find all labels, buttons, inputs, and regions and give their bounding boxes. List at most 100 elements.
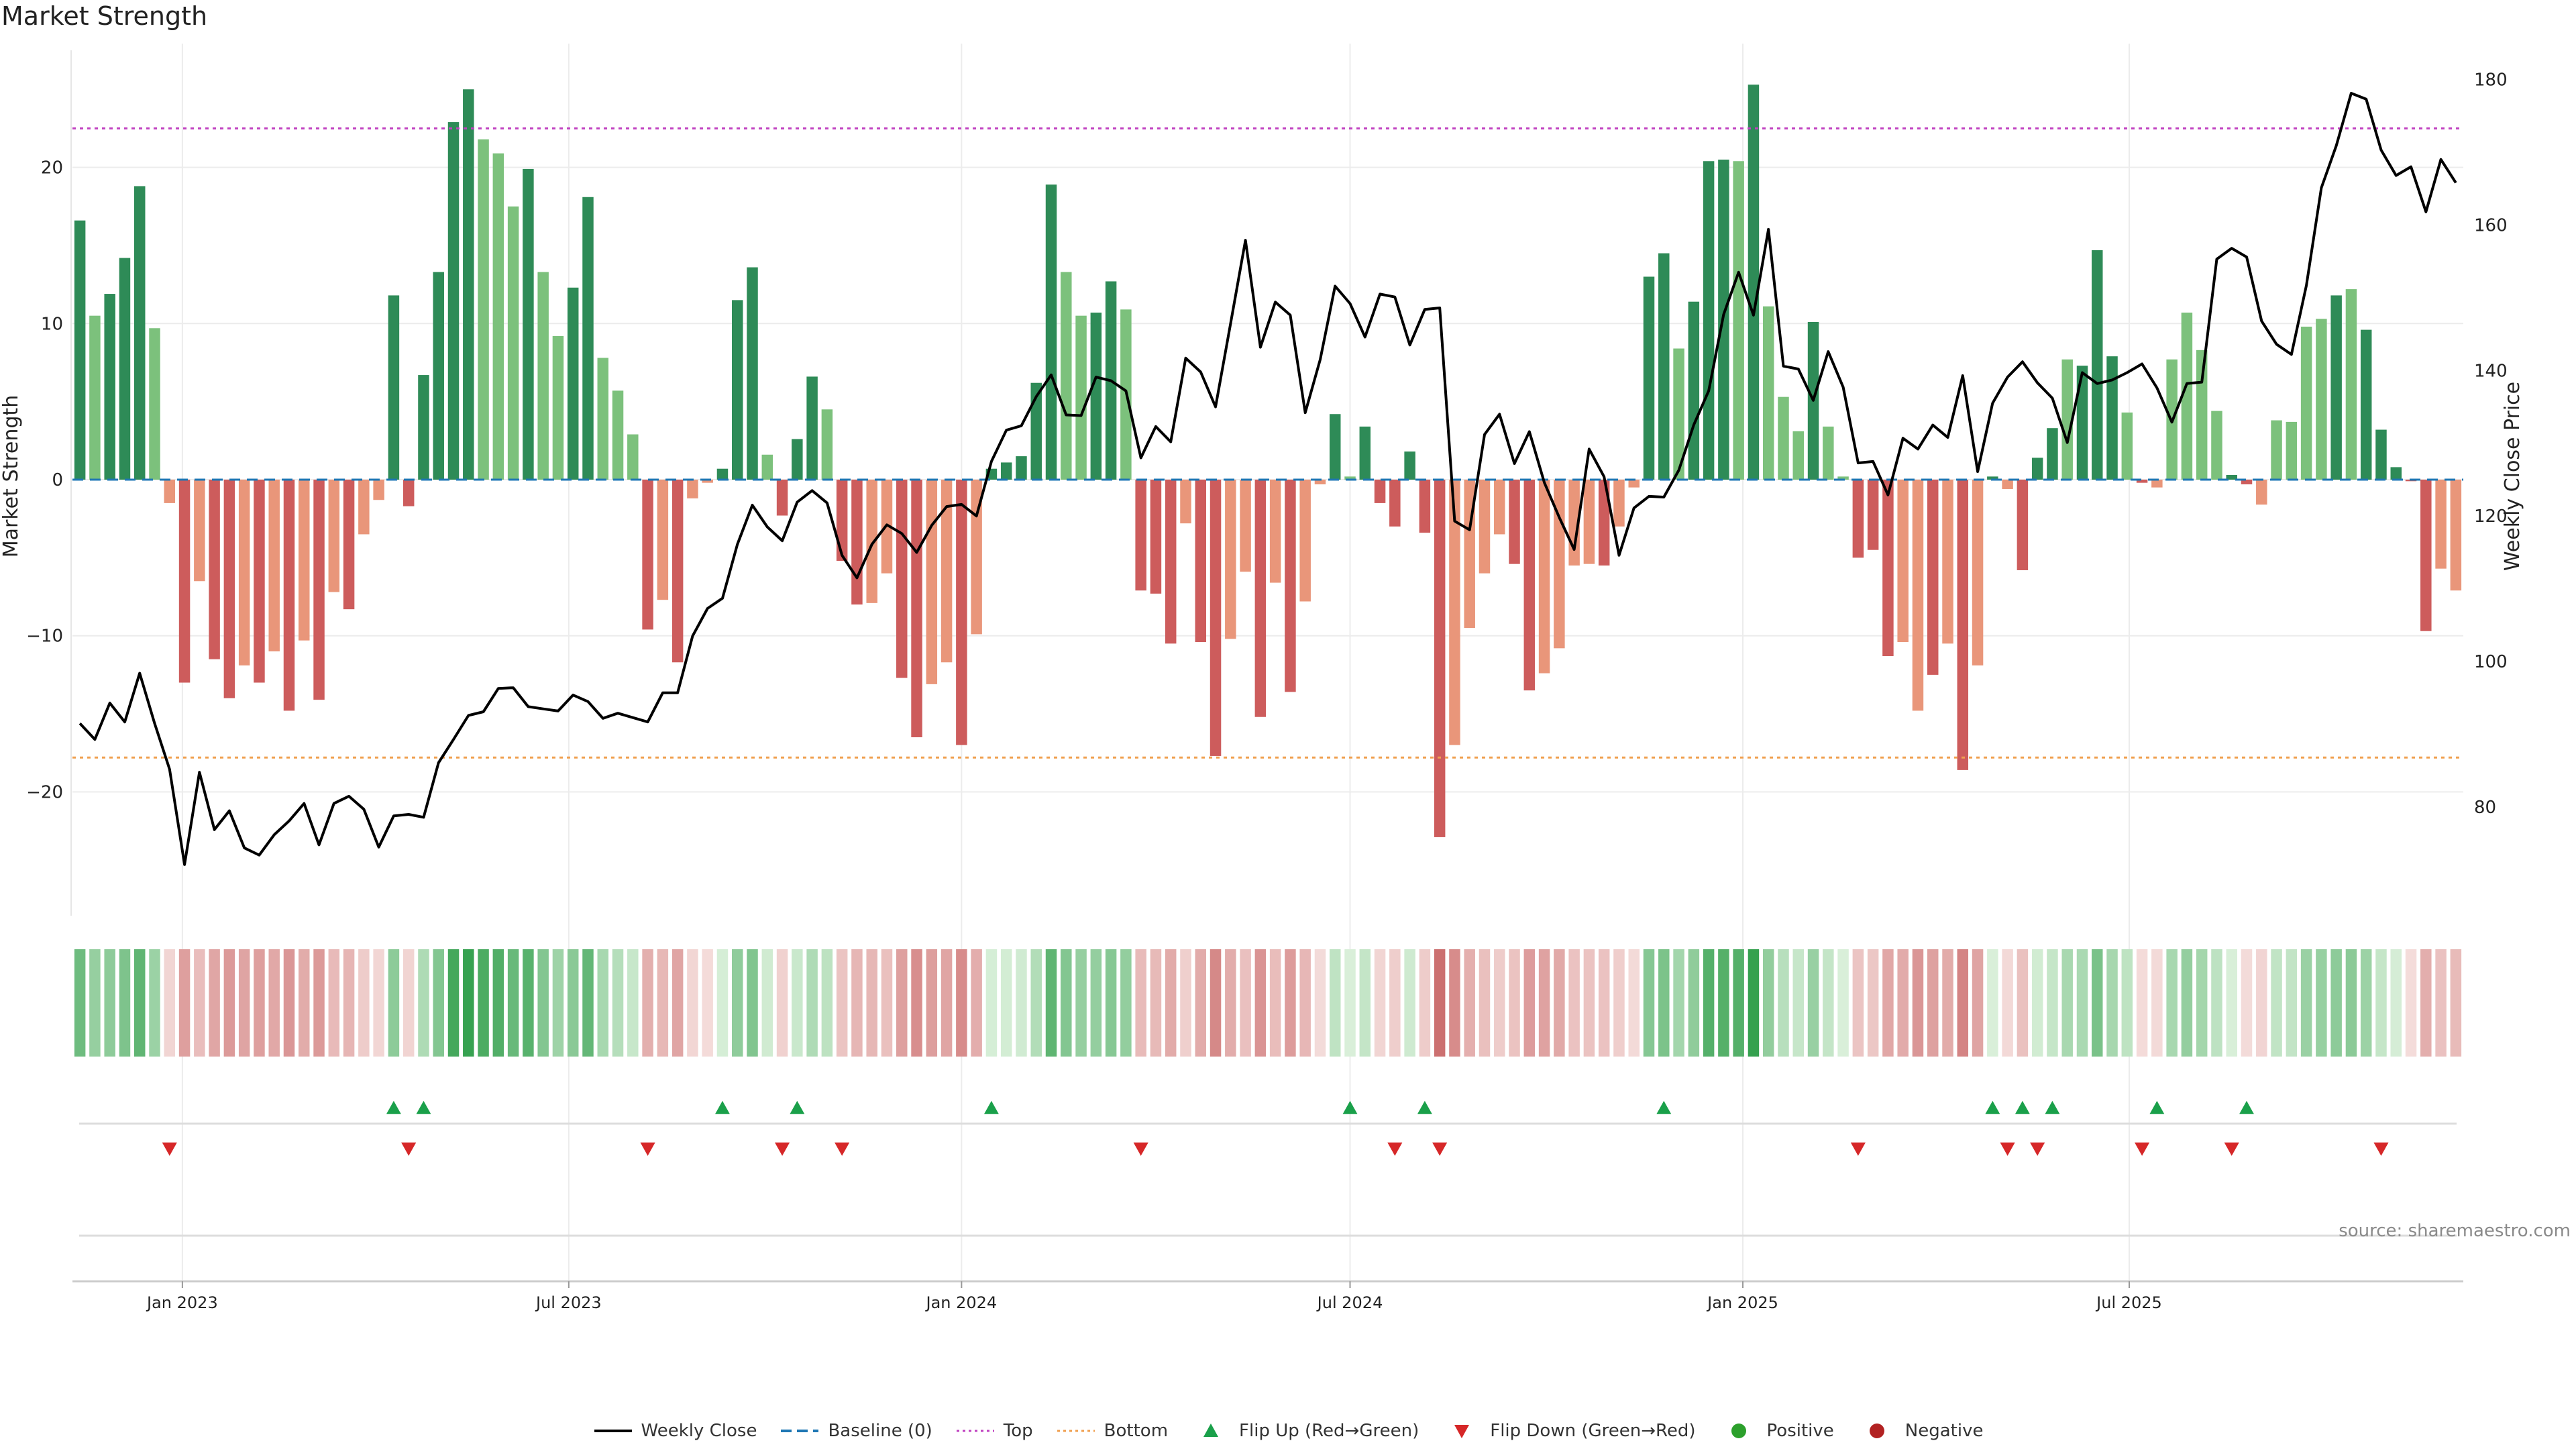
strength-bar bbox=[1748, 85, 1760, 480]
heat-cell bbox=[104, 949, 115, 1057]
heat-cell bbox=[1852, 949, 1864, 1057]
strength-bar bbox=[866, 480, 877, 603]
legend-marker bbox=[594, 1430, 632, 1432]
heat-cell bbox=[2390, 949, 2402, 1057]
heat-cell bbox=[1538, 949, 1550, 1057]
heat-cell bbox=[806, 949, 818, 1057]
strength-bar bbox=[328, 480, 340, 592]
y-left-tick-label: −20 bbox=[26, 782, 63, 802]
legend-label: Negative bbox=[1904, 1421, 1984, 1441]
strength-bar bbox=[1045, 184, 1057, 480]
strength-bar bbox=[1523, 480, 1536, 691]
strength-bar bbox=[627, 434, 639, 480]
strength-bar bbox=[1240, 480, 1251, 572]
strength-bars bbox=[74, 85, 2462, 837]
heat-cell bbox=[941, 949, 953, 1057]
heat-cell bbox=[1613, 949, 1625, 1057]
heat-cell bbox=[1867, 949, 1879, 1057]
heat-cell bbox=[1195, 949, 1207, 1057]
heat-cell bbox=[2092, 949, 2103, 1057]
strength-bar bbox=[463, 89, 474, 480]
heat-cell bbox=[2121, 949, 2133, 1057]
heat-cell bbox=[283, 949, 295, 1057]
heat-cell bbox=[492, 949, 504, 1057]
heat-cell bbox=[657, 949, 669, 1057]
flip-down-marker bbox=[2030, 1142, 2045, 1156]
legend-circle bbox=[1869, 1424, 1884, 1438]
heat-cell bbox=[1254, 949, 1267, 1057]
strength-bar bbox=[74, 220, 86, 480]
strength-bar bbox=[971, 480, 982, 635]
strength-bar bbox=[2151, 480, 2163, 488]
strength-bar bbox=[2121, 412, 2133, 480]
heat-cell bbox=[702, 949, 713, 1057]
heat-cell bbox=[194, 949, 205, 1057]
heat-cell bbox=[866, 949, 877, 1057]
strength-bar bbox=[1479, 480, 1491, 574]
strength-bar bbox=[1852, 480, 1864, 558]
heat-cell bbox=[2405, 949, 2417, 1057]
legend-label: Weekly Close bbox=[641, 1421, 757, 1441]
heat-cell bbox=[1583, 949, 1595, 1057]
strength-bar bbox=[747, 267, 758, 480]
x-tick-label: Jan 2025 bbox=[1706, 1293, 1778, 1312]
heat-cell bbox=[523, 949, 534, 1057]
strength-bar bbox=[2435, 480, 2447, 569]
strength-bar bbox=[1225, 480, 1236, 639]
strength-bar bbox=[2211, 411, 2222, 480]
x-tick-label: Jul 2024 bbox=[1316, 1293, 1383, 1312]
legend-item: Weekly Close bbox=[593, 1421, 757, 1441]
strength-bar bbox=[2002, 480, 2013, 489]
strength-bar bbox=[2031, 458, 2043, 480]
heat-cell bbox=[313, 949, 325, 1057]
strength-bar bbox=[552, 335, 564, 480]
legend-triangle-up bbox=[1203, 1424, 1219, 1437]
heat-cell bbox=[747, 949, 758, 1057]
strength-bar bbox=[268, 480, 280, 651]
heat-cell bbox=[1523, 949, 1536, 1057]
heat-cell bbox=[1359, 949, 1371, 1057]
heat-cell bbox=[612, 949, 624, 1057]
strength-bar bbox=[89, 315, 101, 480]
heat-cell bbox=[2002, 949, 2013, 1057]
strength-bar bbox=[238, 480, 250, 665]
strength-bar bbox=[2316, 319, 2327, 480]
strength-bar bbox=[164, 480, 176, 503]
strength-bar bbox=[1628, 480, 1640, 488]
heat-cell bbox=[1823, 949, 1834, 1057]
strength-bar bbox=[223, 480, 235, 698]
heat-cell bbox=[1016, 949, 1027, 1057]
flip-up-marker bbox=[1985, 1101, 2000, 1114]
heat-cell bbox=[1434, 949, 1446, 1057]
strength-bar bbox=[1837, 476, 1849, 480]
heat-cell bbox=[1598, 949, 1610, 1057]
legend-item: Baseline (0) bbox=[780, 1421, 932, 1441]
strength-bar bbox=[149, 328, 160, 480]
strength-bar bbox=[433, 272, 444, 480]
heat-cell bbox=[1643, 949, 1655, 1057]
strength-bar bbox=[343, 480, 355, 610]
strength-bar bbox=[2136, 480, 2148, 483]
strength-bar bbox=[1912, 480, 1924, 711]
heat-cell bbox=[2375, 949, 2387, 1057]
legend-marker bbox=[1454, 1425, 1470, 1438]
heat-cell bbox=[731, 949, 743, 1057]
strength-bar bbox=[1972, 480, 1984, 665]
strength-bar bbox=[1703, 161, 1715, 480]
strength-bar bbox=[388, 295, 400, 480]
heat-cell bbox=[1269, 949, 1281, 1057]
heat-cell bbox=[1568, 949, 1580, 1057]
strength-bar bbox=[1299, 480, 1311, 602]
heat-cell bbox=[2256, 949, 2267, 1057]
strength-bar bbox=[1987, 476, 1998, 480]
strength-bar bbox=[776, 480, 788, 516]
heat-cell bbox=[1718, 949, 1729, 1057]
strength-bar bbox=[702, 480, 713, 483]
heat-cell bbox=[299, 949, 310, 1057]
heat-cell bbox=[2241, 949, 2253, 1057]
heat-cell bbox=[881, 949, 893, 1057]
strength-bar bbox=[507, 206, 519, 480]
strength-bar bbox=[1867, 480, 1879, 550]
strength-bar bbox=[597, 358, 609, 480]
